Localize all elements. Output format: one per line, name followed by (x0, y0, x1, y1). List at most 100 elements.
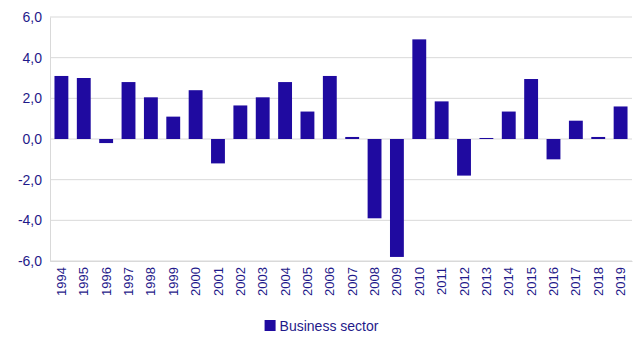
y-axis: -6,0 -4,0 -2,0 0,0 2,0 4,0 6,0 (18, 9, 51, 269)
x-tick: 2012 (457, 261, 472, 296)
x-tick: 2018 (591, 261, 606, 296)
x-tick-label: 2001 (211, 267, 226, 296)
y-tick-label: -6,0 (18, 253, 42, 269)
bar (345, 137, 359, 139)
x-tick: 2004 (278, 261, 293, 296)
chart: -6,0 -4,0 -2,0 0,0 2,0 4,0 6,0 1994 1995 1996 1997… (0, 0, 643, 349)
x-tick-label: 1995 (76, 267, 91, 296)
grid-line (50, 261, 632, 262)
x-tick: 2000 (188, 261, 203, 296)
grid-line (50, 139, 632, 140)
x-tick: 2003 (255, 261, 270, 296)
bar (524, 79, 538, 139)
grid (50, 17, 632, 261)
legend-label: Business sector (280, 318, 379, 334)
plot: -6,0 -4,0 -2,0 0,0 2,0 4,0 6,0 1994 1995 1996 1997… (18, 9, 633, 296)
x-tick-label: 2010 (412, 267, 427, 296)
y-tick-label: 0,0 (23, 131, 43, 147)
x-tick-label: 2016 (546, 267, 561, 296)
x-tick-label: 2004 (278, 267, 293, 296)
x-tick: 2009 (389, 261, 404, 296)
x-tick-label: 1996 (99, 267, 114, 296)
x-tick: 2007 (345, 261, 360, 296)
bar (189, 90, 203, 139)
bar (99, 139, 113, 143)
x-tick-label: 2013 (479, 267, 494, 296)
x-tick: 2011 (434, 261, 449, 295)
bar (256, 97, 270, 139)
x-tick: 2015 (524, 261, 539, 296)
bars (54, 39, 627, 257)
y-tick: 6,0 (23, 9, 50, 25)
grid-line (50, 57, 632, 58)
x-tick-label: 2007 (345, 267, 360, 296)
x-tick: 2014 (501, 261, 516, 296)
x-tick-label: 1994 (54, 267, 69, 296)
y-tick-label: 2,0 (23, 90, 43, 106)
bar (323, 76, 337, 139)
x-tick-label: 2005 (300, 267, 315, 296)
bar (122, 82, 136, 139)
grid-line (50, 17, 632, 18)
x-tick-label: 2018 (591, 267, 606, 296)
bar (614, 106, 628, 139)
x-axis: 1994 1995 1996 1997 1998 1999 2000 2001 2002 2003… (51, 261, 633, 296)
x-tick-label: 2008 (367, 267, 382, 296)
grid-line (50, 179, 632, 180)
bar (144, 97, 158, 139)
x-tick: 2010 (412, 261, 427, 296)
x-tick-label: 2015 (524, 267, 539, 296)
bar (166, 117, 180, 139)
x-tick: 2008 (367, 261, 382, 296)
bar (390, 139, 404, 257)
x-tick: 1998 (143, 261, 158, 296)
x-tick: 2016 (546, 261, 561, 296)
x-tick: 1999 (166, 261, 181, 296)
x-tick: 1995 (76, 261, 91, 296)
x-tick: 2017 (568, 261, 583, 296)
bar (368, 139, 382, 218)
y-axis-line (50, 18, 51, 262)
x-tick-label: 1999 (166, 267, 181, 296)
x-tick-label: 2002 (233, 267, 248, 296)
bar (412, 39, 426, 139)
bar (278, 82, 292, 139)
x-tick-label: 2009 (389, 267, 404, 296)
bar (301, 112, 315, 139)
x-axis-line (51, 261, 633, 262)
bar (479, 138, 493, 139)
y-tick: -6,0 (18, 253, 50, 269)
x-tick-label: 2000 (188, 267, 203, 296)
x-tick: 2005 (300, 261, 315, 296)
x-tick-label: 2012 (457, 267, 472, 296)
x-tick: 2002 (233, 261, 248, 296)
y-tick: 4,0 (23, 50, 50, 66)
bar (591, 137, 605, 139)
bar (77, 78, 91, 139)
x-tick-label: 2011 (434, 267, 449, 295)
legend: Business sector (265, 318, 379, 334)
x-tick: 1996 (99, 261, 114, 296)
y-tick: 0,0 (23, 131, 50, 147)
x-tick-label: 2006 (322, 267, 337, 296)
bar (502, 112, 516, 139)
legend-item: Business sector (265, 318, 379, 334)
y-tick-label: -2,0 (18, 172, 42, 188)
x-tick: 2001 (211, 261, 226, 296)
x-tick: 1994 (54, 261, 69, 296)
y-tick: 2,0 (23, 90, 50, 106)
y-tick: -2,0 (18, 172, 50, 188)
x-tick: 2013 (479, 261, 494, 296)
y-tick-label: 6,0 (23, 9, 43, 25)
bar (569, 121, 583, 139)
bar (211, 139, 225, 163)
bar (457, 139, 471, 176)
x-tick-label: 2003 (255, 267, 270, 296)
x-tick-label: 2014 (501, 267, 516, 296)
x-tick: 1997 (121, 261, 136, 296)
x-tick-label: 2019 (613, 267, 628, 296)
bar (233, 105, 247, 139)
bar (54, 76, 68, 139)
x-tick-label: 1998 (143, 267, 158, 296)
y-tick-label: -4,0 (18, 212, 42, 228)
